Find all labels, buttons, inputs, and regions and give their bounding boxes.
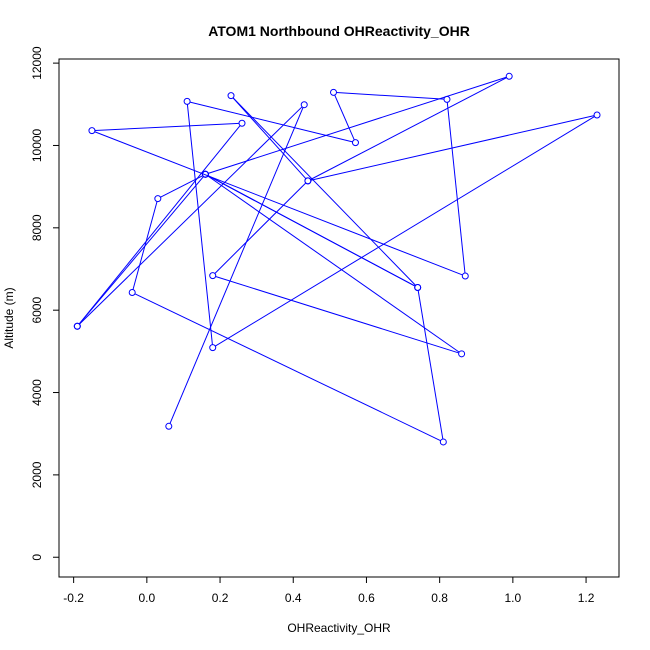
y-axis-label: Altitude (m) xyxy=(2,287,16,348)
x-tick-label: 0.8 xyxy=(431,591,448,605)
x-tick-label: 0.4 xyxy=(285,591,302,605)
x-axis: -0.2 0.0 0.2 0.4 0.6 0.8 1.0 1.2 xyxy=(63,576,595,605)
series-line-segment xyxy=(215,116,595,347)
series-line-segment xyxy=(134,293,441,442)
series-line-segment xyxy=(160,175,203,198)
data-point xyxy=(73,322,81,330)
series-line-segment xyxy=(189,101,353,143)
series-line-segment xyxy=(78,125,241,325)
data-point xyxy=(201,170,209,178)
x-tick-label: -0.2 xyxy=(63,591,84,605)
data-point xyxy=(351,139,359,147)
series-line-segment xyxy=(207,175,460,353)
x-tick-label: 0.2 xyxy=(212,591,229,605)
x-tick-label: 0.6 xyxy=(358,591,375,605)
data-point xyxy=(154,195,162,203)
series-line-segment xyxy=(214,182,307,274)
y-tick-label: 10000 xyxy=(30,128,44,162)
plot-frame xyxy=(58,58,620,578)
data-point xyxy=(238,119,246,127)
data-point xyxy=(88,127,96,135)
y-axis: 0 2000 4000 6000 8000 10000 12000 xyxy=(30,46,60,561)
y-tick-label: 0 xyxy=(30,554,44,561)
y-tick-label: 2000 xyxy=(30,461,44,488)
series-line-segment xyxy=(417,290,444,440)
series-line-segment xyxy=(334,94,355,141)
data-point xyxy=(183,97,191,105)
x-axis-label: OHReactivity_OHR xyxy=(287,621,391,635)
series-line-segment xyxy=(78,176,204,325)
series-line-segment xyxy=(207,175,416,287)
data-point xyxy=(227,92,235,100)
x-tick-label: 0.0 xyxy=(138,591,155,605)
series-line-segment xyxy=(186,104,213,345)
x-tick-label: 1.2 xyxy=(578,591,595,605)
y-tick-label: 4000 xyxy=(30,379,44,406)
series-line-segment xyxy=(208,76,507,174)
data-point xyxy=(128,288,136,296)
data-point xyxy=(505,72,513,80)
series-line-segment xyxy=(79,106,303,325)
series-line-segment xyxy=(215,276,459,354)
x-tick-label: 1.0 xyxy=(505,591,522,605)
data-point xyxy=(593,111,601,119)
series-line-segment xyxy=(232,97,307,179)
series-line-group xyxy=(78,76,595,442)
data-point xyxy=(414,284,422,292)
series-line-segment xyxy=(336,92,445,100)
series-line-segment xyxy=(169,107,304,424)
series-line-segment xyxy=(94,122,240,131)
data-point xyxy=(209,344,217,352)
data-point xyxy=(330,88,338,96)
series-line-segment xyxy=(310,115,595,181)
series-line-segment xyxy=(446,102,466,274)
data-point xyxy=(439,438,447,446)
series-line-segment xyxy=(310,77,507,180)
data-point xyxy=(165,422,173,430)
y-tick-label: 6000 xyxy=(30,297,44,324)
data-point xyxy=(458,350,466,358)
series-line-segment xyxy=(232,97,416,286)
data-point xyxy=(304,177,312,185)
data-point xyxy=(443,95,451,103)
y-tick-label: 8000 xyxy=(30,214,44,241)
data-point xyxy=(461,272,469,280)
series-marker-group xyxy=(73,72,601,446)
series-line-segment xyxy=(94,131,463,276)
y-tick-label: 12000 xyxy=(30,46,44,80)
chart-title: ATOM1 Northbound OHReactivity_OHR xyxy=(208,23,470,39)
data-point xyxy=(209,272,217,280)
data-point xyxy=(300,101,308,109)
